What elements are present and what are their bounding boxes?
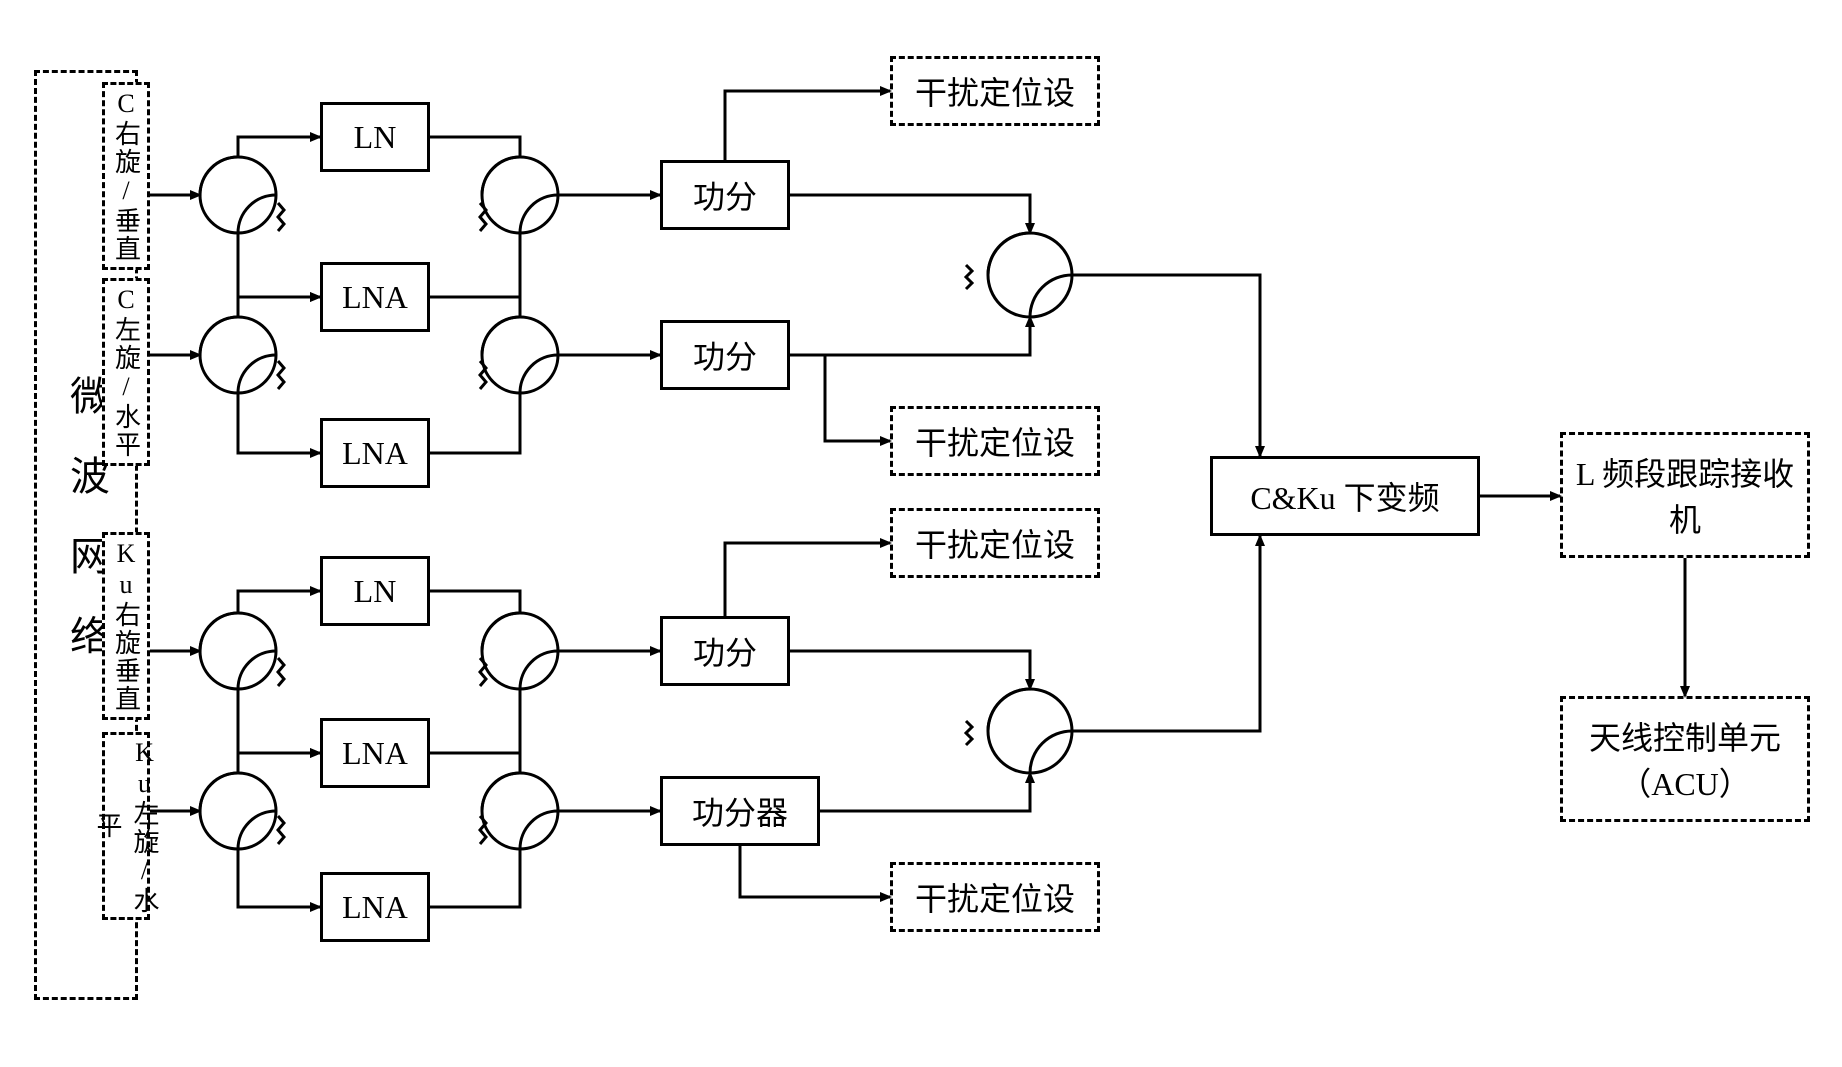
tracking-receiver-block: L 频段跟踪接收机 bbox=[1560, 432, 1810, 558]
lna-block: LNA bbox=[320, 872, 430, 942]
interference-block: 干扰定位设 bbox=[890, 508, 1100, 578]
lna-block: LNA bbox=[320, 718, 430, 788]
lna-block: LN bbox=[320, 556, 430, 626]
input-ku-rhcp-vert: Ku右旋垂直 bbox=[102, 532, 150, 720]
interference-block: 干扰定位设 bbox=[890, 56, 1100, 126]
lna-block: LNA bbox=[320, 262, 430, 332]
input-label: Ku左旋/水平 bbox=[89, 735, 163, 917]
downconverter-block: C&Ku 下变频 bbox=[1210, 456, 1480, 536]
lna-block: LN bbox=[320, 102, 430, 172]
input-ku-lhcp-horz: Ku左旋/水平 bbox=[102, 732, 150, 920]
interference-block: 干扰定位设 bbox=[890, 862, 1100, 932]
input-c-rhcp-vert: C右旋/垂直 bbox=[102, 82, 150, 270]
splitter-block: 功分 bbox=[660, 160, 790, 230]
input-label: Ku右旋垂直 bbox=[108, 539, 145, 713]
input-label: C右旋/垂直 bbox=[108, 89, 145, 263]
block-diagram: 微波网络 C右旋/垂直 C左旋/水平 Ku右旋垂直 Ku左旋/水平 LN LNA… bbox=[20, 20, 1842, 1047]
splitter-block: 功分 bbox=[660, 616, 790, 686]
acu-block: 天线控制单元（ACU） bbox=[1560, 696, 1810, 822]
input-c-lhcp-horz: C左旋/水平 bbox=[102, 278, 150, 466]
interference-block: 干扰定位设 bbox=[890, 406, 1100, 476]
lna-block: LNA bbox=[320, 418, 430, 488]
input-label: C左旋/水平 bbox=[108, 285, 145, 459]
splitter-block: 功分器 bbox=[660, 776, 820, 846]
splitter-block: 功分 bbox=[660, 320, 790, 390]
